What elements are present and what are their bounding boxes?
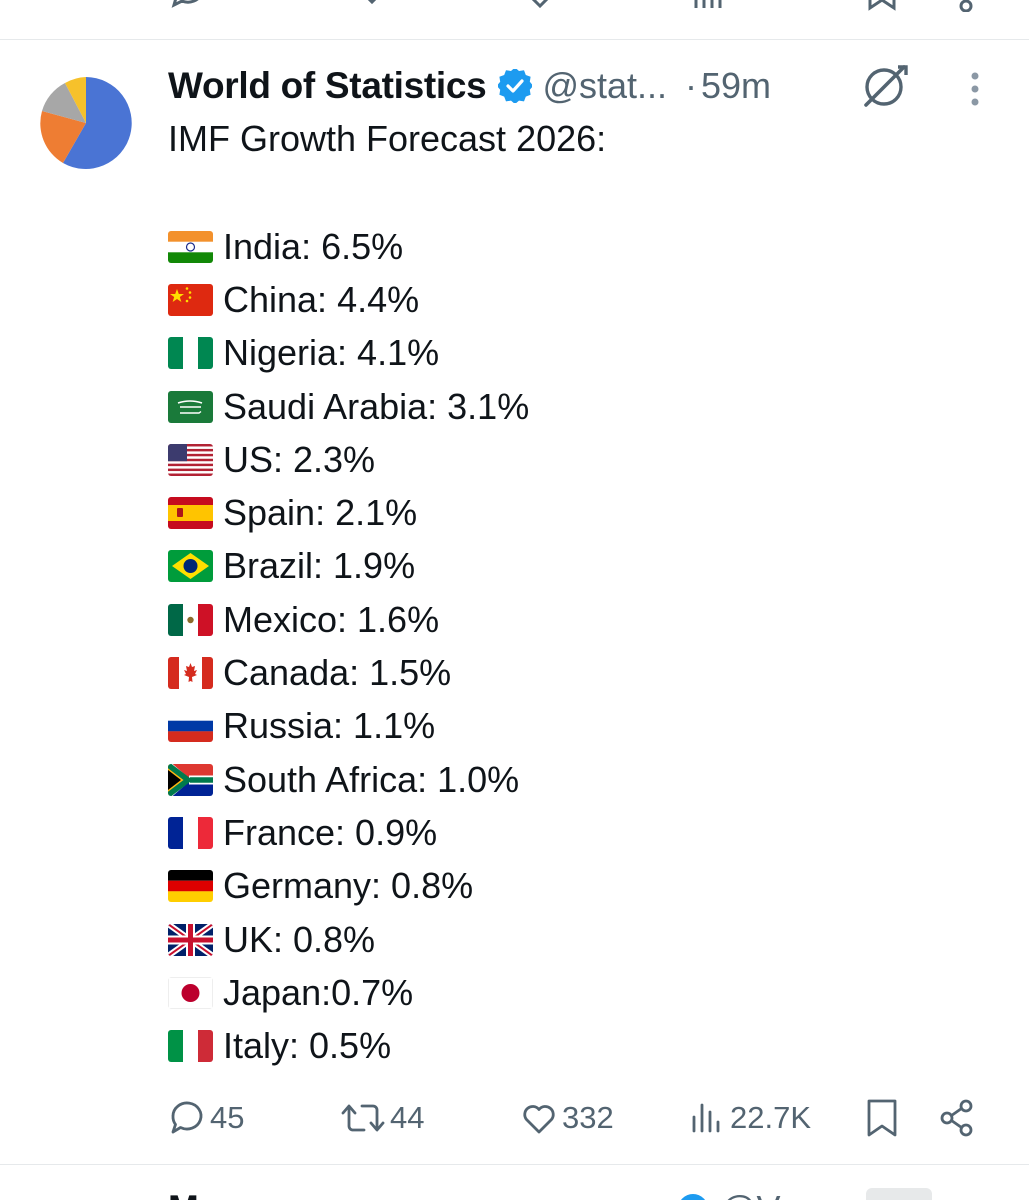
country-text: Russia: 1.1% [223, 705, 436, 747]
italy-flag-icon [168, 1030, 213, 1063]
previous-tweet-actions [0, 0, 1029, 12]
list-item: US: 2.3% [168, 433, 529, 486]
views-icon[interactable] [690, 0, 730, 12]
us-flag-icon [168, 443, 213, 476]
russia-flag-icon [168, 710, 213, 743]
list-item: Italy: 0.5% [168, 1019, 529, 1072]
spain-flag-icon [168, 497, 213, 530]
views-button[interactable]: 22.7K [688, 1095, 811, 1141]
france-flag-icon [168, 816, 213, 849]
like-count: 332 [562, 1100, 614, 1135]
repost-count: 44 [390, 1100, 425, 1135]
list-item: Mexico: 1.6% [168, 593, 529, 646]
next-tweet-badge [866, 1188, 932, 1200]
tweet-header: World of Statistics @stat... · 59m [168, 62, 771, 110]
country-text: Nigeria: 4.1% [223, 332, 440, 374]
reply-icon[interactable] [168, 0, 208, 12]
time-separator: · [685, 65, 698, 106]
list-item: Brazil: 1.9% [168, 540, 529, 593]
country-text: Brazil: 1.9% [223, 545, 416, 587]
china-flag-icon [168, 283, 213, 316]
tweet-timestamp[interactable]: 59m [701, 65, 772, 106]
repost-button[interactable]: 44 [340, 1095, 424, 1141]
country-text: South Africa: 1.0% [223, 758, 520, 800]
author-display-name[interactable]: World of Statistics [168, 65, 487, 106]
india-flag-icon [168, 230, 213, 263]
more-options-icon[interactable] [965, 1192, 985, 1200]
reply-button[interactable]: 45 [168, 1095, 244, 1141]
country-text: Canada: 1.5% [223, 652, 452, 694]
germany-flag-icon [168, 870, 213, 903]
pie-chart-avatar[interactable] [38, 75, 134, 171]
bookmark-icon[interactable] [862, 0, 902, 12]
reply-icon [171, 1101, 203, 1134]
grok-icon[interactable] [860, 61, 910, 111]
country-text: Mexico: 1.6% [223, 598, 440, 640]
country-text: Saudi Arabia: 3.1% [223, 385, 530, 427]
bookmark-icon [867, 1099, 897, 1137]
list-item: Nigeria: 4.1% [168, 327, 529, 380]
more-options-icon[interactable] [960, 70, 990, 110]
divider-top [0, 39, 1029, 40]
country-text: UK: 0.8% [223, 918, 376, 960]
list-item: Canada: 1.5% [168, 646, 529, 699]
list-item: Saudi Arabia: 3.1% [168, 380, 529, 433]
country-text: Spain: 2.1% [223, 492, 418, 534]
list-item: China: 4.4% [168, 273, 529, 326]
brazil-flag-icon [168, 550, 213, 583]
list-item: Spain: 2.1% [168, 486, 529, 539]
verified-badge-icon[interactable] [676, 1192, 710, 1200]
list-item: Russia: 1.1% [168, 700, 529, 753]
mexico-flag-icon [168, 603, 213, 636]
list-item: Japan:0.7% [168, 966, 529, 1019]
country-text: China: 4.4% [223, 278, 420, 320]
author-handle[interactable]: @stat... [542, 65, 668, 106]
country-list: India: 6.5% China: 4.4% Nigeria: 4.1% [168, 220, 529, 1073]
uk-flag-icon [168, 923, 213, 956]
country-text: US: 2.3% [223, 438, 376, 480]
japan-flag-icon [168, 976, 213, 1009]
saudi-arabia-flag-icon [168, 390, 213, 423]
share-icon [940, 1099, 973, 1137]
like-icon [523, 1105, 555, 1134]
tweet-title: IMF Growth Forecast 2026: [168, 118, 607, 159]
views-icon [692, 1103, 720, 1133]
verified-badge-icon[interactable] [498, 69, 533, 103]
retweet-icon[interactable] [340, 0, 380, 12]
views-count: 22.7K [730, 1100, 812, 1135]
country-text: India: 6.5% [223, 225, 404, 267]
country-text: Japan:0.7% [223, 971, 414, 1013]
like-icon[interactable] [520, 0, 560, 12]
list-item: South Africa: 1.0% [168, 753, 529, 806]
south-africa-flag-icon [168, 763, 213, 796]
retweet-icon [341, 1104, 385, 1132]
list-item: Germany: 0.8% [168, 860, 529, 913]
bookmark-button[interactable] [862, 1095, 902, 1141]
next-author-handle[interactable]: @V [720, 1188, 781, 1200]
country-text: France: 0.9% [223, 811, 438, 853]
canada-flag-icon [168, 657, 213, 690]
country-text: Germany: 0.8% [223, 865, 474, 907]
list-item: France: 0.9% [168, 806, 529, 859]
next-tweet[interactable]: M @V [0, 1166, 1029, 1200]
divider-bottom [0, 1164, 1029, 1165]
like-button[interactable]: 332 [520, 1095, 614, 1141]
share-button[interactable] [936, 1095, 978, 1141]
list-item: India: 6.5% [168, 220, 529, 273]
list-item: UK: 0.8% [168, 913, 529, 966]
next-author-display-name[interactable]: M [168, 1188, 199, 1200]
share-icon[interactable] [944, 0, 984, 12]
nigeria-flag-icon [168, 337, 213, 370]
reply-count: 45 [210, 1100, 245, 1135]
country-text: Italy: 0.5% [223, 1025, 392, 1067]
